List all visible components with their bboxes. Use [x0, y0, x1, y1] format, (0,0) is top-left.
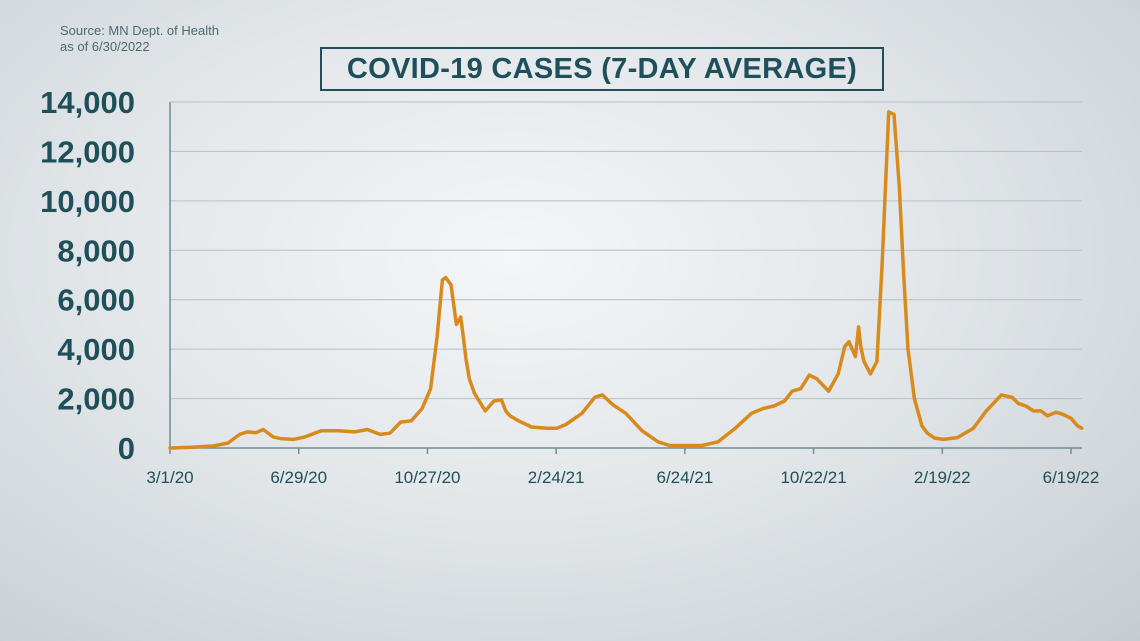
x-tick-label: 10/22/21 — [780, 468, 846, 487]
x-tick-label: 6/19/22 — [1043, 468, 1100, 487]
y-tick-label: 14,000 — [40, 85, 135, 120]
y-tick-label: 2,000 — [57, 382, 135, 417]
y-tick-label: 12,000 — [40, 134, 135, 169]
x-tick-label: 6/24/21 — [656, 468, 713, 487]
x-tick-label: 6/29/20 — [270, 468, 327, 487]
source-line: Source: MN Dept. of Health — [60, 23, 219, 38]
as-of-date: as of 6/30/2022 — [60, 39, 150, 54]
y-tick-label: 10,000 — [40, 184, 135, 219]
y-tick-label: 0 — [118, 431, 135, 466]
x-tick-label: 10/27/20 — [394, 468, 460, 487]
series-line-cases — [168, 110, 1084, 450]
x-tick-label: 2/19/22 — [914, 468, 971, 487]
source-note: Source: MN Dept. of Health as of 6/30/20… — [60, 23, 219, 55]
y-tick-label: 4,000 — [57, 332, 135, 367]
y-tick-label: 6,000 — [57, 283, 135, 318]
y-tick-label: 8,000 — [57, 233, 135, 268]
x-tick-label: 3/1/20 — [146, 468, 193, 487]
chart-title: COVID-19 CASES (7-DAY AVERAGE) — [320, 47, 884, 91]
x-tick-label: 2/24/21 — [528, 468, 585, 487]
